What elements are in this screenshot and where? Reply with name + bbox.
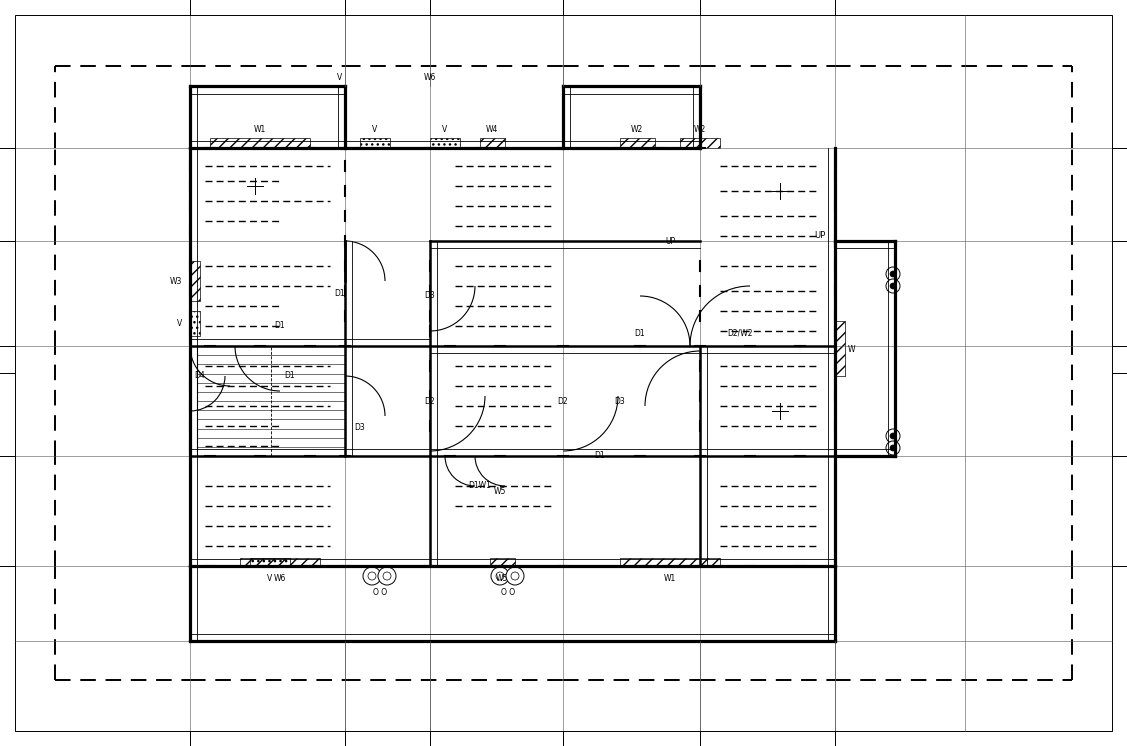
Circle shape: [890, 283, 896, 289]
Text: UP: UP: [815, 231, 826, 240]
Bar: [431, 138, 460, 148]
Text: V: V: [372, 125, 378, 134]
Bar: [480, 138, 505, 148]
Circle shape: [383, 572, 391, 580]
Text: V: V: [177, 319, 181, 328]
Bar: [835, 321, 845, 376]
Text: D3: D3: [614, 397, 625, 406]
Text: D3: D3: [425, 292, 435, 301]
Bar: [360, 138, 390, 148]
Text: V: V: [443, 125, 447, 134]
Bar: [190, 261, 199, 301]
Text: W: W: [848, 345, 855, 354]
Circle shape: [886, 267, 900, 281]
Text: D2: D2: [425, 397, 435, 406]
Bar: [490, 558, 515, 566]
Text: D1: D1: [335, 289, 345, 298]
Text: D1: D1: [275, 322, 285, 330]
Text: D1W1: D1W1: [469, 481, 491, 491]
Bar: [620, 558, 720, 566]
Text: W6: W6: [424, 74, 436, 83]
Text: W3: W3: [170, 277, 181, 286]
Text: W2: W2: [631, 125, 644, 134]
Bar: [250, 558, 290, 566]
Circle shape: [511, 572, 520, 580]
Text: D1: D1: [635, 328, 646, 337]
Circle shape: [886, 279, 900, 293]
Text: UP: UP: [665, 236, 675, 245]
Circle shape: [496, 572, 504, 580]
Text: D3: D3: [355, 424, 365, 433]
Text: D2/W2: D2/W2: [727, 328, 753, 337]
Bar: [197, 346, 345, 456]
Circle shape: [378, 567, 396, 585]
Circle shape: [506, 567, 524, 585]
Circle shape: [886, 441, 900, 455]
Text: V: V: [337, 74, 343, 83]
Bar: [240, 558, 320, 566]
Text: W2: W2: [694, 125, 707, 134]
Circle shape: [890, 445, 896, 451]
Bar: [620, 138, 655, 148]
Text: V: V: [267, 574, 273, 583]
Text: W1: W1: [254, 125, 266, 134]
Text: O O: O O: [373, 588, 387, 597]
Text: D2: D2: [558, 397, 568, 406]
Circle shape: [363, 567, 381, 585]
Text: D1: D1: [595, 451, 605, 460]
Circle shape: [491, 567, 509, 585]
Circle shape: [886, 429, 900, 443]
Text: W5: W5: [494, 486, 506, 495]
Text: W1: W1: [664, 574, 676, 583]
Circle shape: [369, 572, 376, 580]
Circle shape: [890, 433, 896, 439]
Bar: [680, 138, 720, 148]
Text: O O: O O: [500, 588, 515, 597]
Text: W6: W6: [274, 574, 286, 583]
Bar: [190, 311, 199, 336]
Text: W4: W4: [486, 125, 498, 134]
Bar: [210, 138, 310, 148]
Text: D1: D1: [285, 372, 295, 380]
Circle shape: [890, 271, 896, 277]
Text: D4: D4: [195, 372, 205, 380]
Text: W5: W5: [496, 574, 508, 583]
